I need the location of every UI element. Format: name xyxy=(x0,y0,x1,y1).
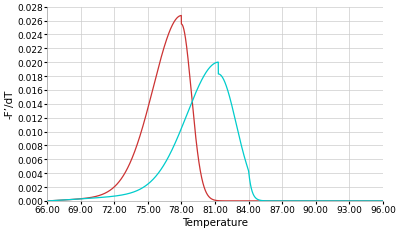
X-axis label: Temperature: Temperature xyxy=(182,217,248,227)
Y-axis label: -F’/dT: -F’/dT xyxy=(4,90,14,119)
